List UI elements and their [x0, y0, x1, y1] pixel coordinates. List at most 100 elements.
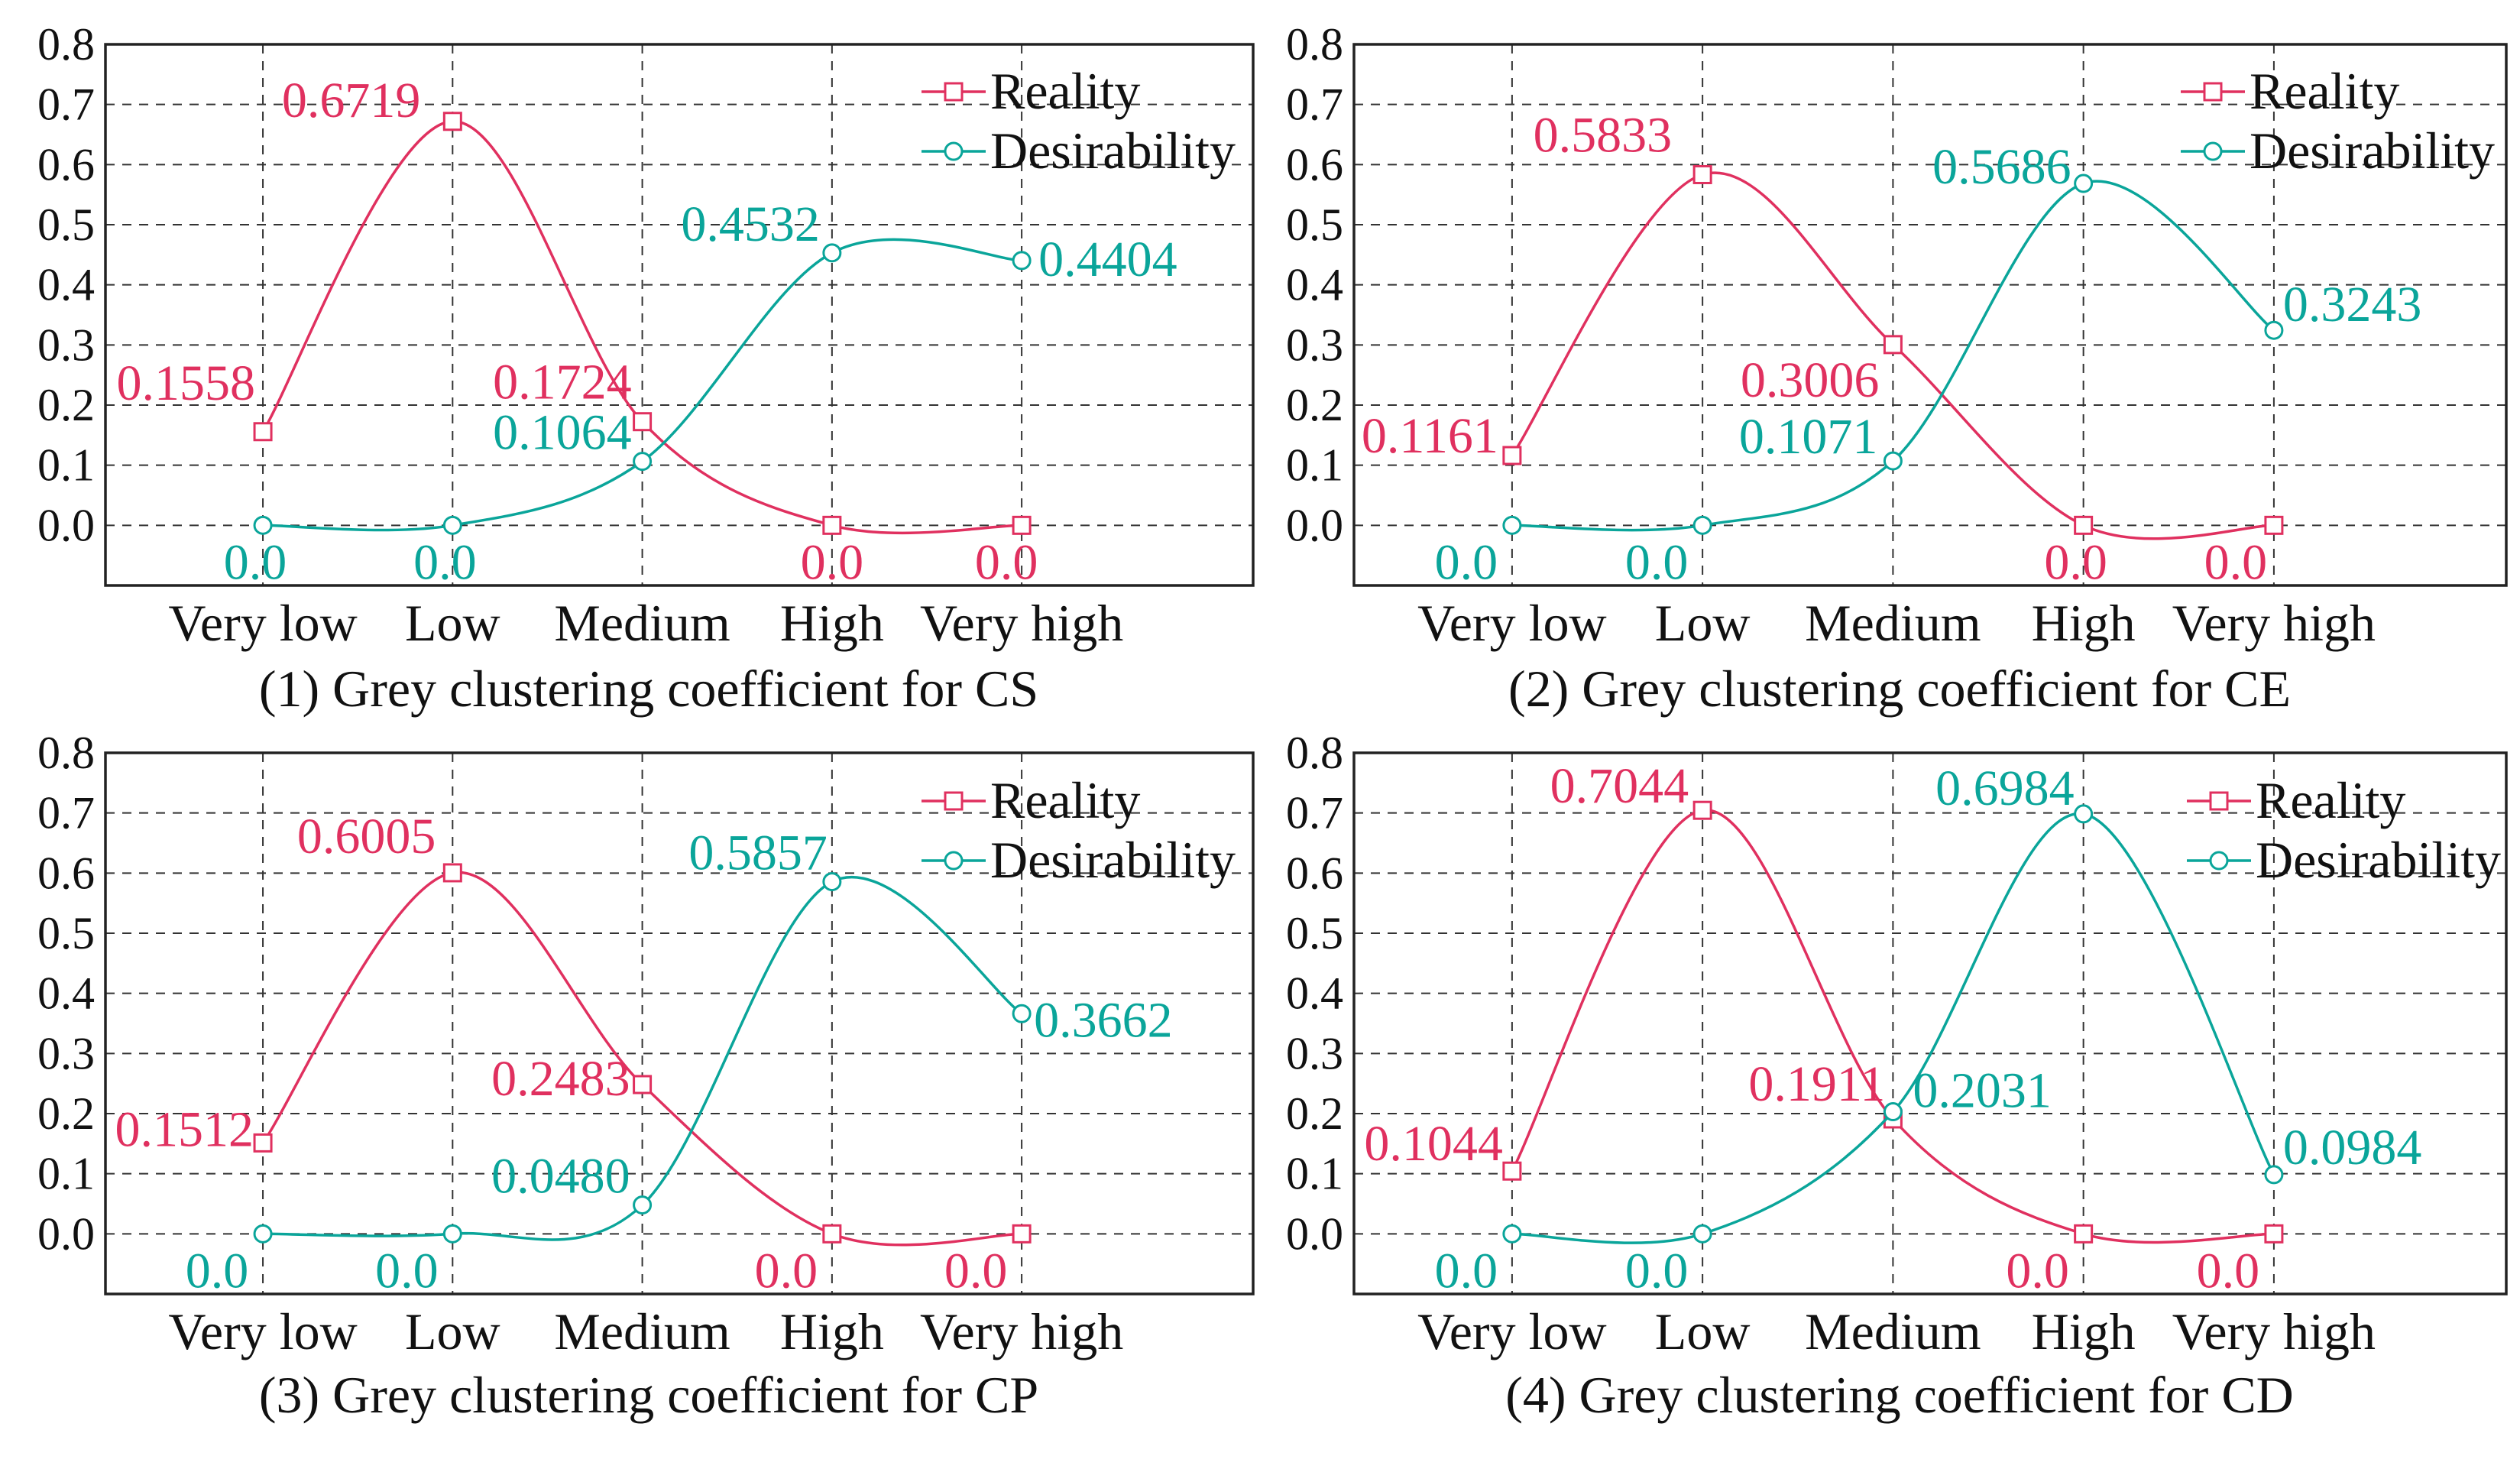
x-category-label: Low	[405, 1302, 500, 1360]
data-value-label: 0.0	[413, 534, 477, 590]
legend-marker-circle	[944, 851, 964, 871]
y-tick-label: 0.0	[1286, 500, 1343, 550]
y-tick-label: 0.4	[37, 968, 95, 1019]
y-tick-label: 0.5	[37, 199, 95, 250]
data-value-label: 0.6719	[282, 73, 421, 128]
data-value-label: 0.1161	[1362, 408, 1498, 464]
data-point-square	[253, 1133, 273, 1153]
data-value-label: 0.0	[755, 1243, 818, 1299]
series-line-reality	[261, 120, 1022, 535]
data-point-square	[1692, 800, 1712, 820]
legend-marker-circle	[944, 141, 964, 161]
y-tick-label: 0.4	[1286, 260, 1343, 310]
data-value-label: 0.0	[2204, 534, 2268, 590]
data-point-square	[442, 112, 462, 131]
x-category-label: Very low	[1417, 594, 1606, 652]
data-point-square	[822, 515, 842, 535]
x-category-label: Low	[1655, 594, 1751, 652]
chart-panel-3: 0.0 0.1 0.2 0.3 0.4 0.5 0.6 0.7 0.8 Very low Low Me…	[37, 728, 1255, 1424]
x-category-label: Very high	[920, 594, 1123, 652]
plot-area-frame	[104, 43, 1255, 587]
y-tick-label: 0.2	[37, 1088, 95, 1139]
legend-marker-square	[944, 82, 964, 102]
data-point-circle	[822, 872, 842, 892]
legend-entry-label: Reality	[2256, 771, 2405, 829]
y-tick-label: 0.7	[37, 788, 95, 838]
x-category-label: Low	[405, 594, 500, 652]
y-tick-label: 0.4	[37, 260, 95, 310]
y-tick-label: 0.2	[1286, 1088, 1343, 1139]
data-value-label: 0.0	[2006, 1243, 2069, 1299]
data-value-label: 0.0	[224, 534, 287, 590]
data-value-label: 0.1064	[493, 405, 632, 461]
plot-area-frame	[104, 751, 1255, 1296]
data-value-label: 0.1724	[493, 355, 632, 410]
data-value-label: 0.0	[1435, 1243, 1498, 1299]
y-tick-label: 0.8	[37, 19, 95, 70]
data-value-label: 0.5857	[688, 825, 828, 881]
data-point-square	[1012, 515, 1032, 535]
series-line-desirability	[1511, 180, 2275, 532]
data-value-label: 0.1071	[1739, 409, 1878, 465]
x-category-label: Very high	[2172, 1302, 2376, 1360]
chart-panel-1: 0.0 0.1 0.2 0.3 0.4 0.5 0.6 0.7 0.8 Very low Low Me…	[37, 19, 1255, 718]
data-point-circle	[1883, 1102, 1903, 1122]
legend-entry-label: Desirability	[990, 831, 1236, 889]
y-tick-label: 0.2	[37, 380, 95, 430]
data-value-label: 0.6005	[297, 809, 436, 864]
data-point-circle	[1692, 515, 1712, 535]
y-tick-label: 0.3	[1286, 1028, 1343, 1078]
data-value-label: 0.0984	[2283, 1120, 2422, 1176]
chart-panel-4: 0.0 0.1 0.2 0.3 0.4 0.5 0.6 0.7 0.8 Very low Low Me…	[1286, 728, 2508, 1424]
data-point-square	[633, 1075, 653, 1094]
legend-marker-square	[2209, 791, 2229, 811]
chart-panel-2: 0.0 0.1 0.2 0.3 0.4 0.5 0.6 0.7 0.8 Very low Low Me…	[1286, 19, 2508, 718]
y-tick-label: 0.0	[1286, 1208, 1343, 1259]
series-line-reality	[1511, 171, 2274, 540]
y-tick-label: 0.4	[1286, 968, 1343, 1019]
data-point-square	[2264, 515, 2284, 535]
data-value-label: 0.0	[1625, 1243, 1689, 1299]
y-tick-label: 0.8	[1286, 19, 1343, 70]
legend-entry-label: Reality	[990, 62, 1140, 120]
data-value-label: 0.4404	[1038, 232, 1177, 287]
chart-caption: (2) Grey clustering coefficient for CE	[1508, 660, 2291, 718]
data-point-square	[442, 863, 462, 883]
plot-area-frame	[1352, 751, 2508, 1296]
data-point-circle	[2264, 320, 2284, 340]
data-value-label: 0.3662	[1034, 992, 1173, 1048]
data-point-circle	[2264, 1165, 2284, 1185]
x-category-label: Very low	[1417, 1302, 1606, 1360]
chart-caption: (1) Grey clustering coefficient for CS	[259, 660, 1038, 718]
x-category-label: Very high	[920, 1302, 1123, 1360]
data-point-circle	[822, 243, 842, 263]
y-tick-label: 0.3	[37, 1028, 95, 1078]
x-category-label: High	[780, 594, 884, 652]
x-category-label: Very low	[168, 594, 357, 652]
data-value-label: 0.0	[186, 1243, 249, 1299]
y-tick-label: 0.6	[37, 848, 95, 898]
legend-entry-label: Desirability	[990, 122, 1236, 180]
data-point-circle	[1502, 515, 1522, 535]
data-point-square	[1502, 446, 1522, 465]
legend-entry-label: Reality	[990, 771, 1140, 829]
data-value-label: 0.4532	[681, 196, 820, 252]
data-point-circle	[442, 515, 462, 535]
x-category-label: Medium	[554, 594, 730, 652]
y-tick-label: 0.3	[1286, 319, 1343, 370]
data-point-circle	[2074, 804, 2094, 824]
data-point-square	[1883, 335, 1903, 355]
data-point-circle	[1692, 1224, 1712, 1244]
legend-marker-square	[944, 791, 964, 811]
y-tick-label: 0.6	[37, 139, 95, 190]
data-value-label: 0.1512	[115, 1101, 254, 1157]
y-tick-label: 0.8	[37, 728, 95, 778]
y-tick-label: 0.1	[1286, 440, 1343, 491]
y-tick-label: 0.1	[1286, 1149, 1343, 1199]
y-tick-label: 0.8	[1286, 728, 1343, 778]
data-point-circle	[633, 452, 653, 472]
data-value-label: 0.3006	[1741, 352, 1880, 408]
legend-entry-label: Reality	[2250, 62, 2399, 120]
data-point-square	[2074, 1224, 2094, 1244]
y-tick-label: 0.5	[37, 908, 95, 958]
